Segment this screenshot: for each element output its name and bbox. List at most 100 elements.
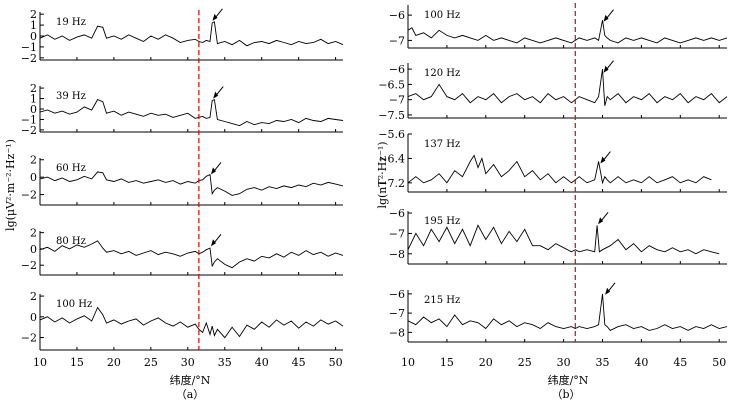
series-label: 215 Hz bbox=[424, 295, 460, 306]
x-tick-label: 10 bbox=[401, 356, 415, 369]
y-axis-title: lg(nT²·Hz⁻¹) bbox=[376, 141, 389, 208]
x-tick-label: 35 bbox=[596, 356, 610, 369]
subplot-b-4: −6 −7 −8 195 Hz bbox=[389, 207, 727, 265]
anomaly-arrow bbox=[603, 60, 614, 73]
series-label: 137 Hz bbox=[424, 139, 460, 150]
x-tick-label: 40 bbox=[634, 356, 648, 369]
x-tick-label: 30 bbox=[557, 356, 571, 369]
arrow-head bbox=[598, 217, 604, 225]
y-tick-label: −2 bbox=[21, 189, 37, 202]
y-tick-label: −7 bbox=[389, 227, 405, 240]
x-tick-label: 25 bbox=[144, 356, 158, 369]
y-tick-label: 1 bbox=[30, 93, 37, 106]
subplot-b-5: −6 −7 −8 215 Hz bbox=[389, 282, 728, 343]
subplot-a-4: 2 0 −2 80 Hz bbox=[21, 227, 344, 276]
subplot-b-2: −6 −6.5 −7 −7.5 120 Hz bbox=[378, 60, 728, 122]
panel-a-caption: （a） bbox=[176, 388, 205, 401]
panel-b: −6 −7 100 Hz −6 −6.5 −7 −7.5 120 Hz −5.6 −6.4 −7.2… bbox=[376, 3, 728, 387]
subplot-b-1: −6 −7 100 Hz bbox=[389, 5, 728, 49]
x-tick-label: 20 bbox=[107, 356, 121, 369]
series-line bbox=[39, 306, 344, 339]
y-tick-label: −1 bbox=[21, 41, 37, 54]
series-label: 80 Hz bbox=[56, 236, 86, 247]
y-tick-label: 0 bbox=[30, 171, 37, 184]
series-label: 195 Hz bbox=[424, 216, 460, 227]
x-tick-label: 15 bbox=[440, 356, 454, 369]
y-tick-label: −2 bbox=[21, 332, 37, 345]
arrow-head bbox=[600, 156, 606, 164]
y-tick-label: 0 bbox=[30, 30, 37, 43]
y-tick-label: −6 bbox=[389, 288, 405, 301]
x-tick-label: 15 bbox=[70, 356, 84, 369]
x-tick-label: 25 bbox=[518, 356, 532, 369]
x-tick-label: 50 bbox=[329, 356, 343, 369]
anomaly-arrow bbox=[210, 233, 222, 247]
y-tick-label: −5.6 bbox=[378, 128, 405, 141]
y-tick-label: −7.5 bbox=[378, 109, 405, 122]
y-tick-label: 2 bbox=[30, 154, 37, 167]
x-tick-label: 40 bbox=[255, 356, 269, 369]
y-tick-label: 2 bbox=[30, 8, 37, 21]
series-line bbox=[39, 21, 344, 47]
series-line bbox=[39, 171, 344, 196]
x-tick-label: 35 bbox=[218, 356, 232, 369]
y-tick-label: −6 bbox=[389, 207, 405, 220]
arrow-head bbox=[603, 14, 609, 22]
x-tick-label: 45 bbox=[292, 356, 306, 369]
series-line bbox=[39, 98, 344, 127]
subplot-a-5: 2 0 −2 100 Hz bbox=[21, 290, 344, 351]
x-axis-title: 纬度/°N bbox=[170, 373, 211, 387]
y-tick-label: −2 bbox=[21, 124, 37, 137]
y-tick-label: −6 bbox=[389, 63, 405, 76]
series-label: 100 Hz bbox=[56, 299, 92, 310]
y-tick-label: −7.2 bbox=[378, 177, 405, 190]
x-tick-label: 30 bbox=[181, 356, 195, 369]
series-label: 39 Hz bbox=[56, 91, 86, 102]
y-tick-label: −2 bbox=[21, 52, 37, 65]
y-tick-label: −8 bbox=[389, 326, 405, 339]
y-tick-label: −8 bbox=[389, 248, 405, 261]
x-tick-label: 20 bbox=[479, 356, 493, 369]
subplot-a-3: 2 0 −2 60 Hz bbox=[21, 154, 344, 206]
arrow-head bbox=[213, 91, 219, 99]
subplot-b-3: −5.6 −6.4 −7.2 137 Hz bbox=[378, 128, 727, 193]
arrow-head bbox=[603, 65, 609, 73]
series-line bbox=[407, 154, 712, 185]
y-tick-label: 1 bbox=[30, 19, 37, 32]
series-line bbox=[407, 69, 728, 106]
series-line bbox=[407, 20, 728, 44]
arrow-head bbox=[605, 287, 611, 295]
y-tick-label: 0 bbox=[30, 311, 37, 324]
y-tick-label: 2 bbox=[30, 82, 37, 95]
subplot-a-1: 210−1−2 19 Hz bbox=[21, 8, 344, 65]
anomaly-arrow bbox=[598, 211, 609, 225]
panel-b-caption: （b） bbox=[551, 388, 580, 401]
series-label: 100 Hz bbox=[424, 10, 460, 21]
x-tick-label: 45 bbox=[673, 356, 687, 369]
y-tick-label: −6.4 bbox=[378, 152, 405, 165]
arrow-head bbox=[210, 167, 216, 175]
x-tick-label: 10 bbox=[33, 356, 47, 369]
series-line bbox=[407, 224, 720, 255]
y-tick-label: 0 bbox=[30, 243, 37, 256]
y-tick-label: −7 bbox=[389, 307, 405, 320]
x-axis-title: 纬度/°N bbox=[548, 373, 589, 387]
y-tick-label: 2 bbox=[30, 227, 37, 240]
anomaly-arrow bbox=[210, 162, 222, 175]
arrow-head bbox=[212, 13, 218, 21]
anomaly-arrow bbox=[213, 86, 224, 99]
anomaly-arrow bbox=[603, 9, 614, 22]
series-label: 19 Hz bbox=[56, 17, 86, 28]
y-tick-label: −7 bbox=[389, 34, 405, 47]
anomaly-arrow bbox=[600, 151, 611, 164]
x-tick-label: 50 bbox=[712, 356, 726, 369]
y-tick-label: −6 bbox=[389, 9, 405, 22]
anomaly-arrow bbox=[212, 8, 223, 21]
series-label: 120 Hz bbox=[424, 68, 460, 79]
arrow-head bbox=[210, 239, 216, 247]
y-tick-label: −7 bbox=[389, 94, 405, 107]
y-axis-title: lg(μV²·m⁻²·Hz⁻¹) bbox=[4, 139, 17, 231]
anomaly-arrow bbox=[605, 282, 616, 295]
